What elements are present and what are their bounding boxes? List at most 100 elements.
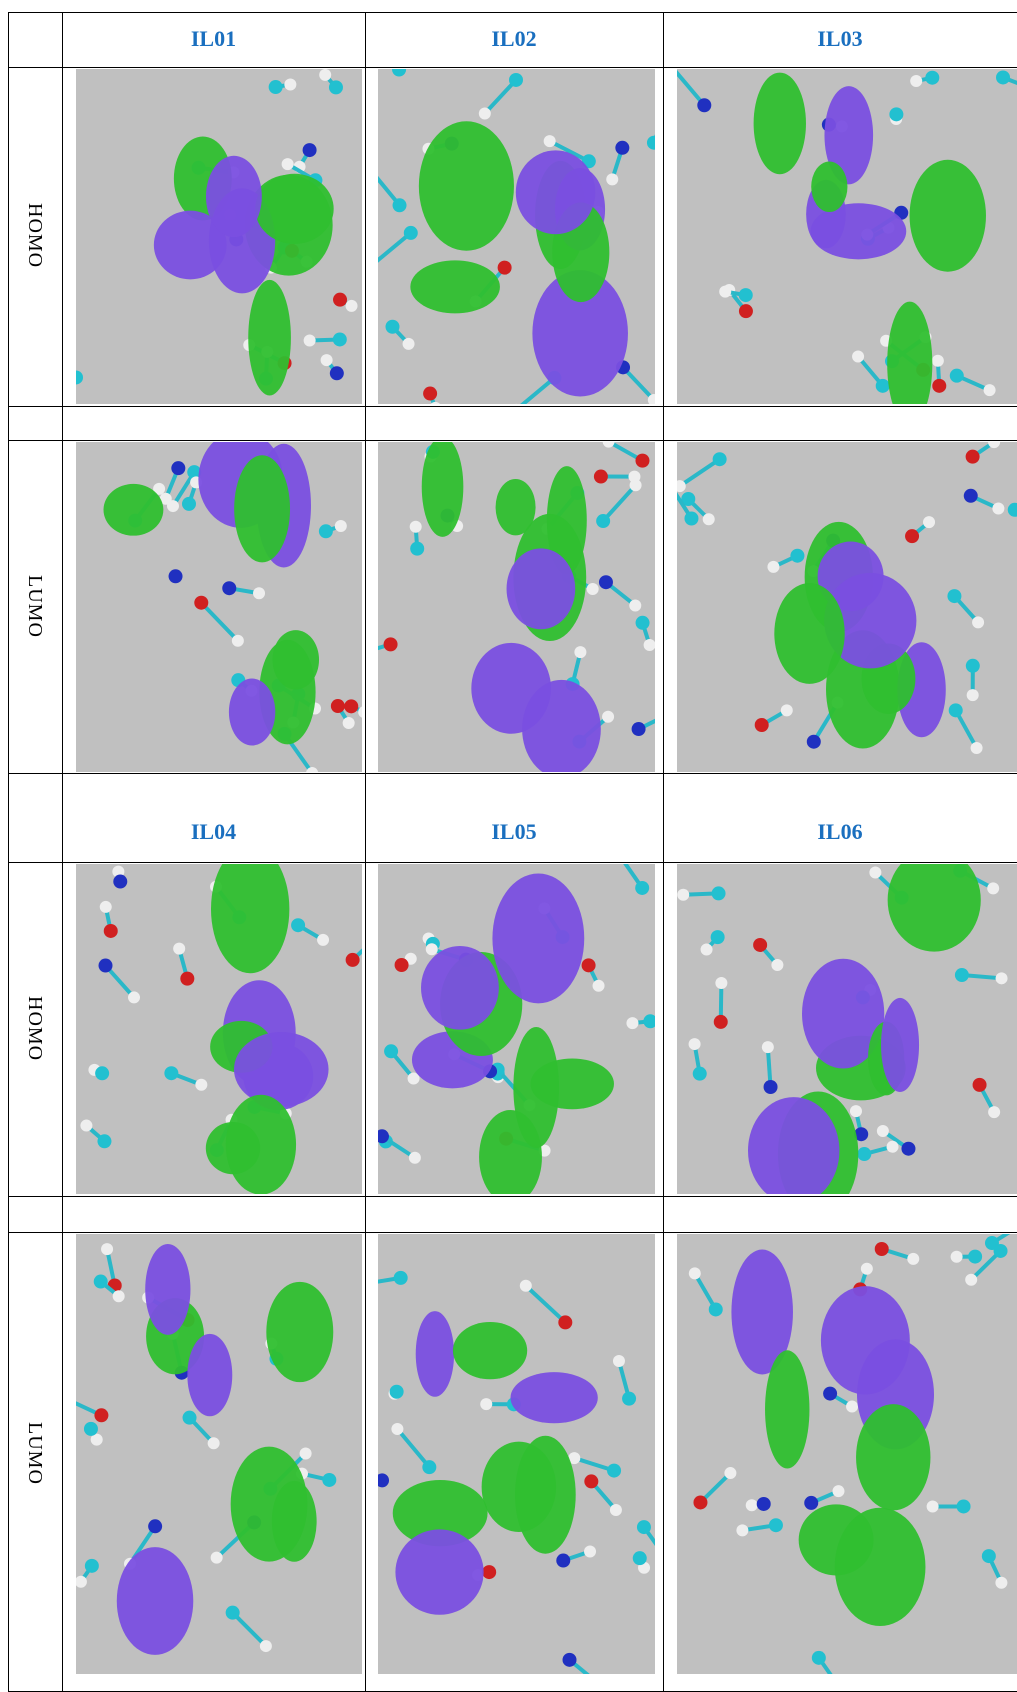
molecule-shape (972, 616, 984, 628)
row-label: HOMO (22, 862, 48, 1195)
spacer-cell (8, 405, 64, 442)
molecule-shape (479, 107, 491, 119)
molecule-shape (905, 529, 919, 543)
orbital-image (378, 1234, 655, 1674)
molecule-shape (409, 1151, 421, 1163)
molecule-shape (973, 1077, 987, 1091)
molecule-shape (480, 1398, 492, 1410)
molecule-shape (823, 1386, 837, 1400)
molecule-shape (857, 1147, 871, 1161)
molecule-shape (180, 971, 194, 985)
orbital-image (76, 1234, 362, 1674)
molecule-shape (739, 288, 753, 302)
molecule-shape (712, 886, 726, 900)
molecule-shape (765, 1350, 809, 1468)
molecule-shape (410, 520, 422, 532)
molecule-shape (901, 1141, 915, 1155)
molecule-shape (927, 1500, 939, 1512)
molecule-shape (403, 337, 415, 349)
molecule-shape (322, 1472, 336, 1486)
molecule-shape (811, 161, 847, 211)
molecule-shape (965, 1273, 977, 1285)
row-label: LUMO (22, 440, 48, 773)
molecule-shape (208, 1437, 220, 1449)
molecule-shape (104, 923, 118, 937)
molecule-shape (966, 658, 980, 672)
molecule-shape (584, 1474, 598, 1488)
molecule-shape (703, 513, 715, 525)
molecule-shape (395, 957, 409, 971)
molecule-shape (113, 1290, 125, 1302)
header-cell (8, 12, 64, 69)
molecule-shape (984, 384, 996, 396)
molecule-shape (869, 866, 881, 878)
molecule-shape (260, 1640, 272, 1652)
molecule-shape (104, 483, 164, 535)
molecule-shape (558, 1315, 572, 1329)
molecule-shape (187, 1333, 232, 1415)
molecule-shape (606, 173, 618, 185)
molecule-shape (300, 1447, 312, 1459)
molecule-shape (319, 524, 333, 538)
molecule-shape (629, 599, 641, 611)
orbital-image (677, 864, 1017, 1194)
molecule-shape (94, 1408, 108, 1422)
molecule-shape (507, 548, 576, 629)
molecule-shape (947, 589, 961, 603)
spacer-cell (62, 1195, 367, 1234)
molecule-shape (226, 1094, 296, 1193)
molecule-shape (515, 1435, 576, 1553)
molecule-shape (966, 449, 980, 463)
molecule-shape (996, 972, 1008, 984)
molecule-shape (94, 1274, 108, 1288)
molecule-shape (719, 285, 731, 297)
molecule-shape (304, 334, 316, 346)
molecule-shape (804, 1495, 818, 1509)
molecule-shape (384, 1044, 398, 1058)
molecule-shape (426, 943, 438, 955)
molecule-shape (128, 991, 140, 1003)
molecule-shape (516, 150, 596, 234)
orbital-image (677, 69, 1017, 404)
molecule-shape (563, 1652, 577, 1666)
molecule-shape (987, 882, 999, 894)
molecule-shape (421, 945, 499, 1029)
molecule-shape (492, 873, 584, 1003)
molecule-shape (876, 378, 890, 392)
molecule-shape (762, 1041, 774, 1053)
row-label: LUMO (22, 1232, 48, 1675)
molecule-shape (622, 1391, 636, 1405)
molecule-shape (968, 1249, 982, 1263)
molecule-shape (811, 203, 907, 259)
orbital-image (378, 442, 655, 772)
molecule-shape (582, 958, 596, 972)
molecule-shape (335, 520, 347, 532)
molecule-shape (950, 368, 964, 382)
molecule-shape (957, 1499, 971, 1513)
molecule-shape (80, 1119, 92, 1131)
molecule-shape (593, 979, 605, 991)
molecule-shape (255, 173, 333, 243)
column-header: IL05 (365, 819, 663, 845)
molecule-shape (994, 1243, 1008, 1257)
molecule-shape (736, 1524, 748, 1536)
spacer-cell (365, 405, 665, 442)
molecule-shape (835, 1507, 926, 1625)
orbital-image (378, 864, 655, 1194)
molecule-shape (964, 488, 978, 502)
molecule-shape (677, 888, 689, 900)
molecule-shape (988, 1106, 1000, 1118)
molecule-shape (222, 581, 236, 595)
header-cell (8, 773, 64, 864)
molecule-shape (697, 98, 711, 112)
molecule-shape (850, 1105, 862, 1117)
molecule-shape (195, 1078, 207, 1090)
column-header: IL03 (663, 26, 1017, 52)
molecule-shape (394, 1270, 408, 1284)
molecule-shape (724, 1467, 736, 1479)
molecule-shape (404, 225, 418, 239)
molecule-shape (253, 587, 265, 599)
column-header: IL02 (365, 26, 663, 52)
molecule-shape (183, 1410, 197, 1424)
molecule-shape (951, 1250, 963, 1262)
